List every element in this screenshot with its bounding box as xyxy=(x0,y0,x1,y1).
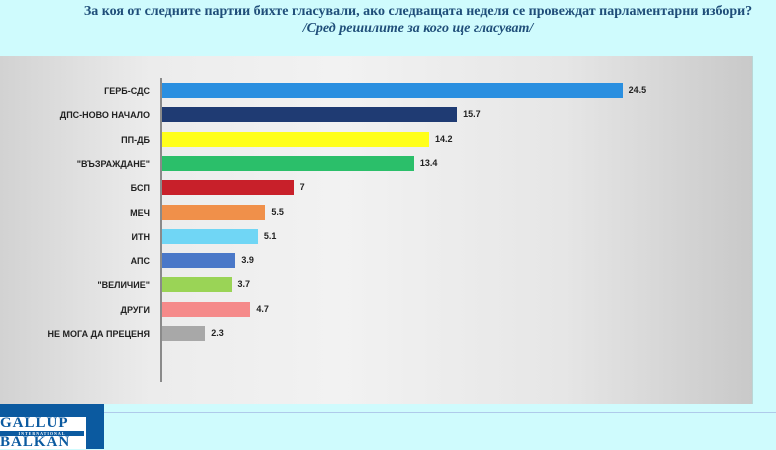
bar xyxy=(162,107,458,123)
bar-row: ИТН 5.1 xyxy=(0,228,776,245)
category-label: ДПС-НОВО НАЧАЛО xyxy=(59,110,150,121)
value-label: 5.5 xyxy=(271,206,284,217)
value-label: 15.7 xyxy=(463,109,481,120)
bar xyxy=(162,204,266,220)
bar xyxy=(162,301,251,317)
value-label: 13.4 xyxy=(419,157,438,168)
value-label: 24.5 xyxy=(628,85,647,95)
title-subtitle: /Сред решилите за кого ще гласуват/ xyxy=(302,21,534,36)
value-label: 5.1 xyxy=(263,230,277,241)
category-label: ПП-ДБ xyxy=(121,134,150,145)
bar xyxy=(162,131,429,147)
bar-row: ПП-ДБ 14.2 xyxy=(0,131,776,148)
category-label: ДРУГИ xyxy=(120,304,150,315)
bar-row: БСП 7 xyxy=(0,180,776,196)
value-label: 2.3 xyxy=(211,328,224,338)
value-label: 14.2 xyxy=(434,133,453,144)
bar xyxy=(162,83,623,98)
y-axis-line xyxy=(160,78,162,382)
chart-title: За коя от следните партии бихте гласувал… xyxy=(0,3,776,37)
category-label: "ВЪЗРАЖДАНЕ" xyxy=(76,158,150,169)
bar xyxy=(162,228,258,244)
bar xyxy=(162,253,236,269)
bar-row: "ВЪЗРАЖДАНЕ" 13.4 xyxy=(0,155,776,172)
bar-row: "ВЕЛИЧИЕ" 3.7 xyxy=(0,277,776,293)
value-label: 3.7 xyxy=(237,279,251,290)
value-label: 4.7 xyxy=(256,303,269,314)
gallup-logo: GALLUP INTERNATIONAL BALKAN xyxy=(0,404,104,450)
category-label: ГЕРБ-СДС xyxy=(104,86,150,96)
footer-divider xyxy=(103,412,776,413)
bar xyxy=(162,155,414,171)
bar-row: АПС 3.9 xyxy=(0,253,776,269)
bar xyxy=(162,277,232,293)
bar xyxy=(162,180,294,196)
category-label: "ВЕЛИЧИЕ" xyxy=(97,280,150,291)
category-label: МЕЧ xyxy=(130,207,150,218)
category-label: БСП xyxy=(130,183,150,194)
category-label: НЕ МОГА ДА ПРЕЦЕНЯ xyxy=(47,329,150,339)
bar-row: ГЕРБ-СДС 24.5 xyxy=(0,83,776,99)
value-label: 7 xyxy=(299,182,305,193)
bar-row: НЕ МОГА ДА ПРЕЦЕНЯ 2.3 xyxy=(0,326,776,342)
title-question: За коя от следните партии бихте гласувал… xyxy=(83,4,753,19)
value-label: 3.9 xyxy=(241,255,254,266)
bar-row: ДПС-НОВО НАЧАЛО 15.7 xyxy=(0,107,776,123)
category-label: ИТН xyxy=(131,231,150,242)
category-label: АПС xyxy=(130,256,150,267)
bar-row: ДРУГИ 4.7 xyxy=(0,301,776,318)
bar-row: МЕЧ 5.5 xyxy=(0,204,776,221)
bar xyxy=(162,326,206,341)
